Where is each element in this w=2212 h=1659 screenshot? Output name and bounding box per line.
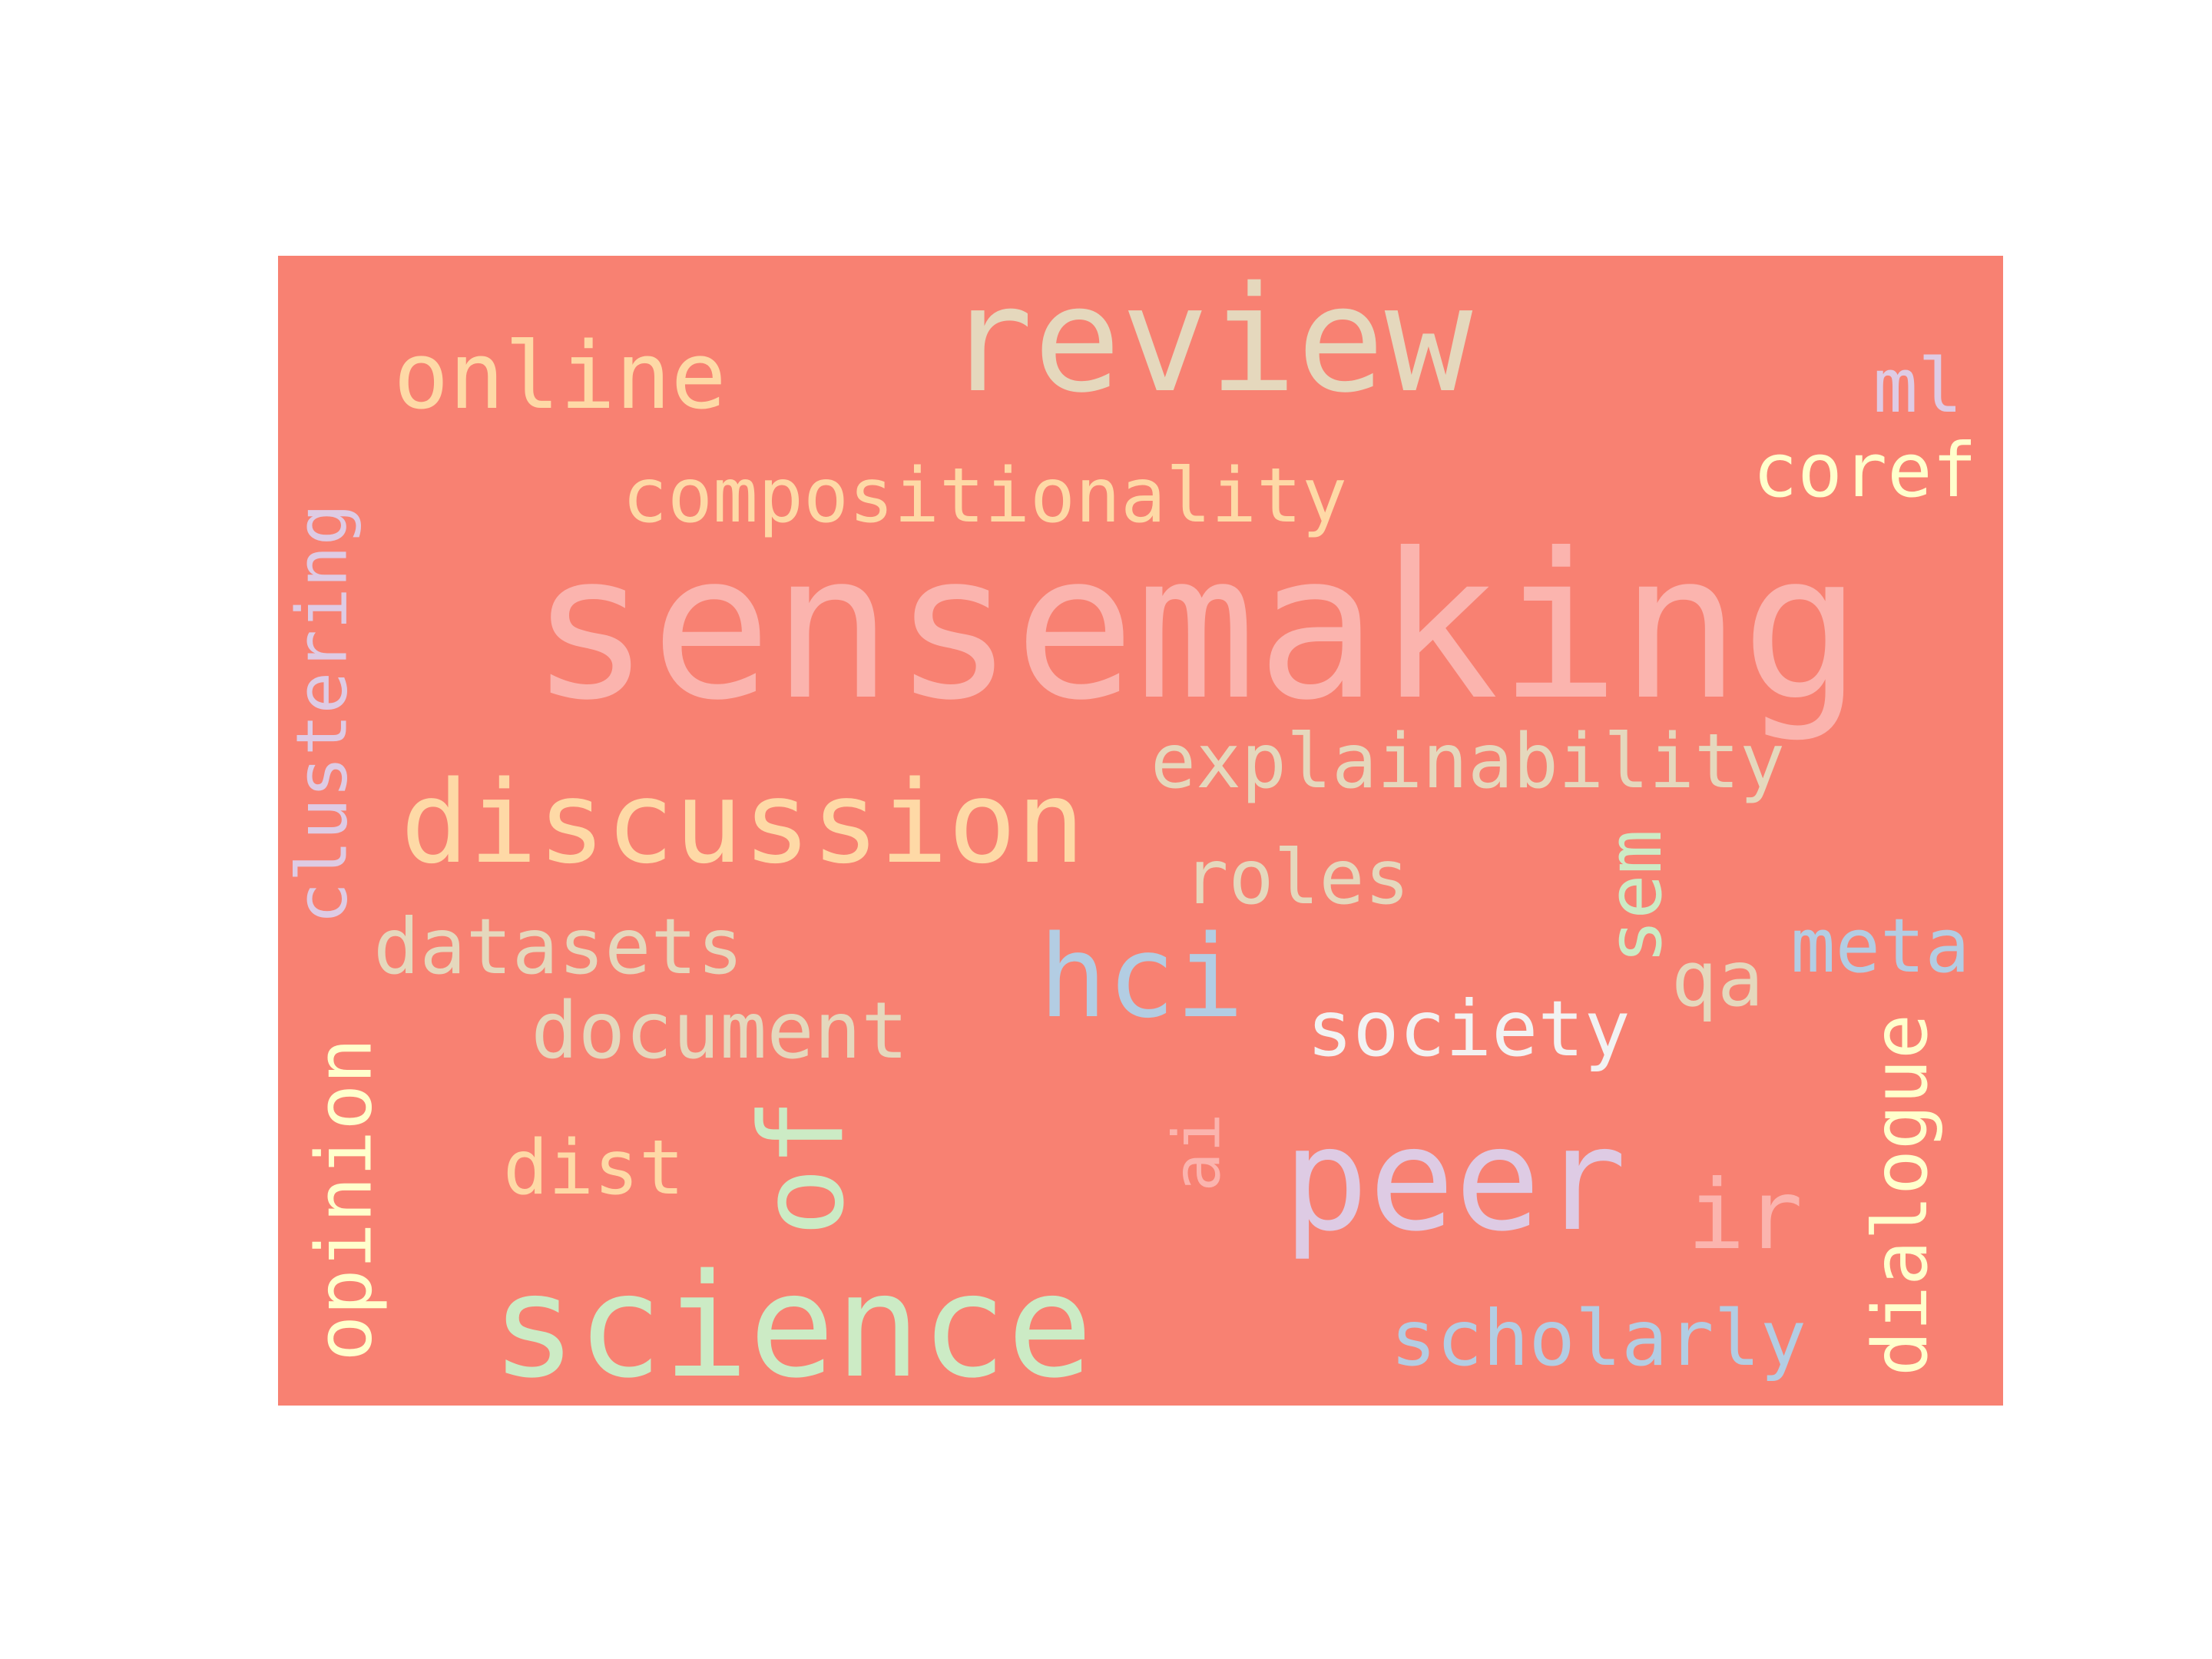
word-datasets: datasets [373,902,743,992]
word-society: society [1306,984,1631,1074]
word-of: of [736,1098,869,1237]
word-hci: hci [1038,911,1244,1043]
word-dist: dist [502,1124,684,1212]
word-qa: qa [1671,934,1764,1024]
word-ir: ir [1687,1159,1803,1271]
word-review: review [945,256,1473,425]
word-discussion: discussion [400,757,1085,889]
word-coref: coref [1753,426,1977,514]
word-sensemaking: sensemaking [529,510,1863,744]
word-roles: roles [1183,834,1410,922]
word-sem: sem [1591,829,1679,964]
word-meta: meta [1790,902,1970,989]
word-cloud-panel: sensemaking review peer science discussi… [278,256,2003,1406]
word-dialogue: dialogue [1856,1013,1945,1377]
word-online: online [393,323,727,430]
word-scholarly: scholarly [1390,1293,1806,1383]
word-peer: peer [1283,1096,1627,1263]
word-clustering: clustering [282,503,363,924]
word-ai: ai [1159,1112,1236,1192]
word-explainability: explainability [1150,718,1785,806]
word-compositionality: compositionality [621,452,1347,540]
word-ml: ml [1873,342,1963,429]
word-science: science [491,1243,1093,1406]
word-opinion: opinion [300,1038,389,1362]
word-document: document [531,985,909,1077]
